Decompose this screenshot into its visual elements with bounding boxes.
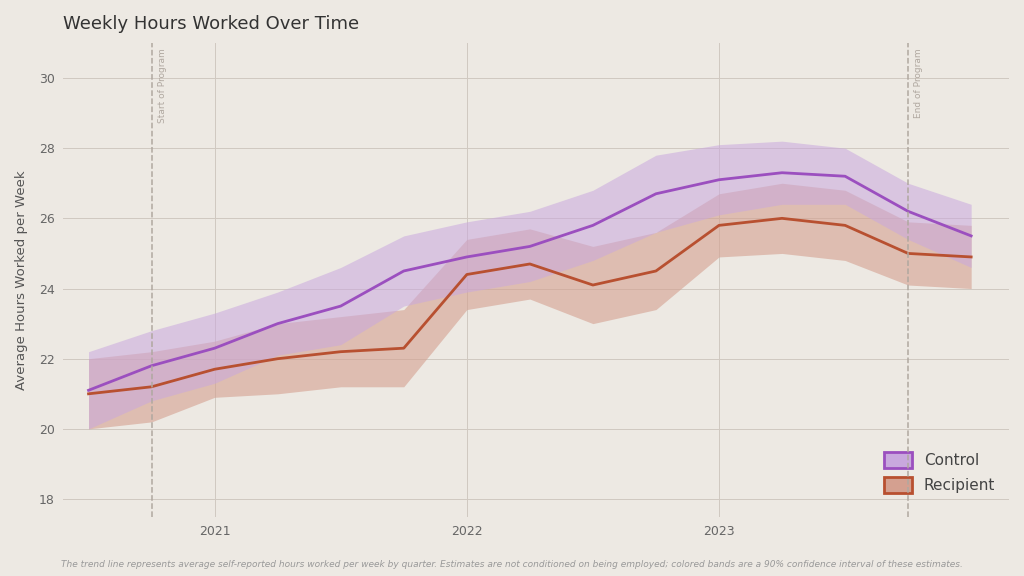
Text: The trend line represents average self-reported hours worked per week by quarter: The trend line represents average self-r… (61, 560, 963, 569)
Text: Weekly Hours Worked Over Time: Weekly Hours Worked Over Time (63, 15, 359, 33)
Text: End of Program: End of Program (914, 48, 924, 118)
Text: Start of Program: Start of Program (158, 48, 167, 123)
Legend: Control, Recipient: Control, Recipient (878, 446, 1001, 499)
Y-axis label: Average Hours Worked per Week: Average Hours Worked per Week (15, 170, 28, 389)
